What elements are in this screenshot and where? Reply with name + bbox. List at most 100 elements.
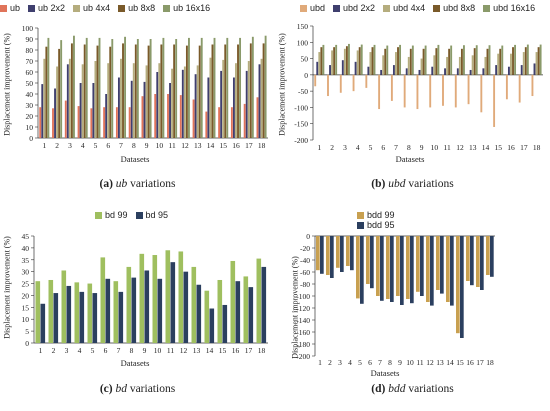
- bar-c-bd-99-9: [139, 253, 145, 343]
- bar-a-ub-8: [128, 107, 131, 138]
- y-tick-label-b-2: -100: [294, 103, 308, 112]
- bar-a-ub-4x4-14: [209, 57, 212, 139]
- y-tick-label-c-1: 5: [25, 327, 29, 336]
- bar-b-ubd-2x2-10: [431, 66, 434, 75]
- bar-b-ubd-4x4-7: [395, 52, 397, 75]
- bar-a-ub-2x2-7: [117, 77, 120, 138]
- y-tick-label-d-6: -80: [300, 280, 310, 289]
- bar-d-bdd-95-3: [340, 236, 344, 272]
- bar-c-bd-99-6: [100, 257, 106, 343]
- legend-label-d-1: bdd 95: [367, 220, 395, 230]
- bar-b-ubd-3: [339, 74, 342, 93]
- bar-a-ub-4x4-7: [120, 58, 122, 138]
- bar-b-ubd-5: [365, 74, 368, 88]
- caption-tag-d: (d): [371, 383, 386, 395]
- bar-a-ub-8x8-9: [147, 45, 150, 138]
- bar-c-bd-99-2: [48, 279, 54, 343]
- legend-swatch-a-4: [163, 4, 171, 12]
- bar-c-bd-99-17: [243, 276, 249, 343]
- x-tick-label-d-13: 13: [436, 358, 444, 367]
- bar-c-bd-99-18: [256, 258, 262, 343]
- bar-a-ub-16x16-7: [124, 36, 127, 138]
- bar-b-ubd-4x4-14: [484, 56, 487, 75]
- legend-swatch-b-4: [483, 4, 491, 12]
- bar-b-ubd-2x2-1: [316, 61, 319, 75]
- bar-b-ubd-2x2-6: [380, 69, 383, 75]
- bar-c-bd-99-3: [61, 270, 67, 343]
- bar-a-ub-15: [218, 107, 221, 138]
- x-tick-label-d-5: 5: [358, 358, 362, 367]
- bar-b-ubd-16x16-3: [348, 43, 350, 75]
- bar-a-ub-2x2-1: [41, 84, 44, 138]
- bar-c-bd-95-5: [92, 293, 98, 343]
- legend-swatch-b-2: [383, 4, 391, 12]
- x-tick-label-c-13: 13: [193, 346, 201, 355]
- bar-b-ubd-16x16-13: [475, 45, 478, 75]
- x-tick-label-b-3: 3: [343, 143, 347, 152]
- bar-b-ubd-2x2-9: [418, 69, 421, 75]
- bar-b-ubd-4x4-6: [382, 55, 385, 75]
- y-tick-label-c-5: 25: [22, 280, 30, 289]
- bar-c-bd-95-7: [118, 291, 124, 343]
- bar-a-ub-4x4-16: [235, 63, 237, 139]
- legend-swatch-a-3: [118, 4, 126, 12]
- x-axis-label-b: Datasets: [395, 154, 425, 164]
- legend-label-b-1: ubd 2x2: [343, 3, 376, 13]
- bar-a-ub-16x16-13: [200, 37, 203, 138]
- bar-d-bdd-95-13: [440, 236, 444, 294]
- bar-a-ub-8x8-3: [70, 43, 73, 138]
- bar-a-ub-3: [64, 100, 67, 138]
- bar-b-ubd-18: [531, 74, 534, 97]
- bar-a-ub-16x16-11: [175, 39, 178, 138]
- legend-label-b-3: ubd 8x8: [443, 3, 476, 13]
- bar-d-bdd-99-1: [316, 236, 320, 271]
- x-tick-label-b-6: 6: [381, 143, 385, 152]
- bar-a-ub-2x2-15: [220, 70, 223, 138]
- x-tick-label-c-9: 9: [143, 346, 147, 355]
- bar-b-ubd-13: [467, 74, 470, 105]
- caption-var-a: ub: [115, 178, 128, 190]
- bar-b-ubd-2x2-12: [456, 68, 459, 75]
- x-tick-label-b-12: 12: [456, 143, 464, 152]
- legend-d: bdd 99 bdd 95: [357, 210, 417, 230]
- bar-a-ub-2: [52, 108, 54, 138]
- bar-a-ub-13: [192, 99, 195, 138]
- x-tick-label-d-15: 15: [456, 358, 464, 367]
- bar-c-bd-95-14: [209, 308, 215, 343]
- bar-a-ub-4x4-18: [260, 58, 263, 138]
- y-tick-label-a-8: 80: [26, 46, 34, 55]
- legend-swatch-b-1: [333, 4, 341, 12]
- bar-a-ub-16x16-4: [85, 37, 88, 138]
- bar-b-ubd-2x2-11: [444, 68, 446, 75]
- x-axis-label-d: Datasets: [370, 368, 400, 378]
- bar-b-ubd-8x8-7: [397, 47, 399, 75]
- bar-a-ub-17: [243, 103, 246, 138]
- x-tick-label-c-2: 2: [52, 346, 56, 355]
- bar-d-bdd-99-2: [326, 236, 330, 275]
- y-tick-label-a-10: 100: [22, 24, 34, 33]
- bar-a-ub-8x8-7: [122, 43, 124, 138]
- x-tick-label-b-10: 10: [431, 143, 439, 152]
- bar-b-ubd-14: [480, 74, 483, 113]
- bar-a-ub-16x16-12: [188, 37, 190, 138]
- x-tick-label-c-12: 12: [180, 346, 188, 355]
- caption-a: (a) ub variations: [0, 178, 275, 190]
- bar-a-ub-2x2-8: [130, 80, 133, 138]
- x-tick-label-d-3: 3: [338, 358, 342, 367]
- bar-d-bdd-95-14: [450, 236, 454, 306]
- y-tick-label-d-10: 0: [306, 232, 310, 241]
- y-tick-label-c-6: 30: [22, 268, 30, 277]
- y-tick-label-d-5: -100: [296, 292, 310, 301]
- legend-item-a-3: ub 8x8: [118, 3, 155, 13]
- legend-label-d-0: bdd 99: [367, 210, 395, 220]
- legend-c: bd 99 bd 95: [95, 210, 265, 220]
- legend-item-a-4: ub 16x16: [163, 3, 210, 13]
- y-tick-label-d-7: -60: [300, 268, 310, 277]
- bar-b-ubd-4x4-5: [369, 52, 372, 75]
- bar-d-bdd-95-9: [400, 236, 404, 305]
- y-tick-label-a-0: 0: [29, 134, 33, 143]
- x-tick-label-a-13: 13: [194, 141, 202, 150]
- bar-d-bdd-99-15: [456, 236, 460, 334]
- bar-a-ub-8x8-17: [249, 43, 252, 138]
